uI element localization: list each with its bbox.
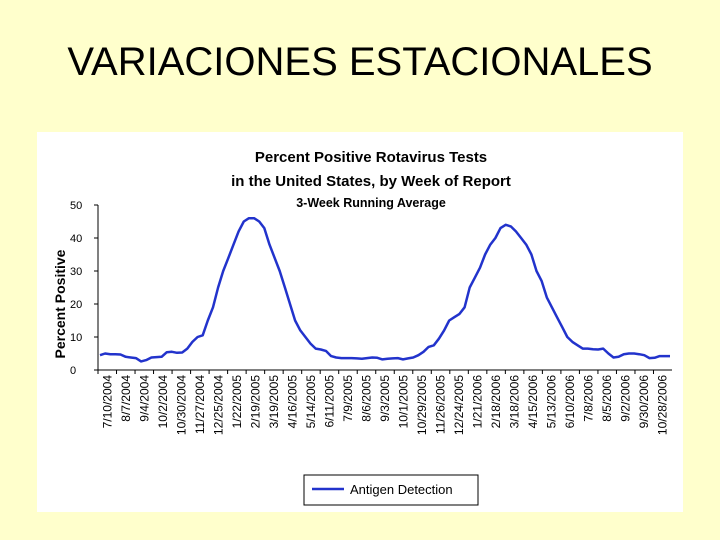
legend: Antigen Detection (303, 474, 479, 506)
y-tick-label: 10 (70, 332, 82, 344)
y-tick-label: 0 (70, 365, 76, 377)
x-tick-label: 6/11/2005 (322, 375, 336, 428)
chart-subtitle: 3-Week Running Average (296, 196, 446, 210)
x-tick-label: 11/27/2004 (193, 375, 207, 434)
x-tick-label: 10/1/2005 (397, 375, 411, 429)
x-ticks: 7/10/2004 8/7/2004 9/4/2004 10/2/2004 10/30/… (97, 370, 670, 435)
x-tick-label: 10/28/2006 (656, 375, 670, 435)
x-tick-label: 9/30/2006 (637, 375, 651, 429)
legend-label: Antigen Detection (350, 482, 453, 497)
x-tick-label: 8/5/2006 (600, 375, 614, 422)
x-tick-label: 3/19/2005 (267, 375, 281, 429)
x-tick-label: 12/24/2005 (452, 375, 466, 435)
y-tick-label: 40 (70, 233, 82, 245)
x-tick-label: 9/4/2004 (137, 375, 151, 422)
y-axis-label: Percent Positive (52, 249, 68, 358)
x-tick-label: 10/2/2004 (156, 375, 170, 429)
x-tick-label: 8/6/2005 (359, 375, 373, 422)
x-tick-label: 8/7/2004 (119, 375, 133, 422)
x-tick-label: 1/21/2006 (471, 375, 485, 429)
x-tick-label: 5/14/2005 (304, 375, 318, 429)
chart-title: Percent Positive Rotavirus Tests (255, 149, 487, 166)
x-tick-label: 6/10/2006 (563, 375, 577, 429)
x-tick-label: 3/18/2006 (508, 375, 522, 429)
x-tick-label: 4/16/2005 (285, 375, 299, 429)
chart-panel: Percent Positive Rotavirus Tests in the … (37, 132, 683, 512)
x-tick-label: 5/13/2006 (545, 375, 559, 429)
y-ticks: 0 10 20 30 40 50 (70, 200, 98, 377)
x-tick-label: 2/18/2006 (489, 375, 503, 429)
y-tick-label: 50 (70, 200, 82, 212)
series-layer (99, 216, 670, 363)
x-tick-label: 9/2/2006 (619, 375, 633, 422)
y-tick-label: 20 (70, 299, 82, 311)
x-tick-label: 7/9/2005 (341, 375, 355, 422)
series-line-antigen-detection (99, 216, 670, 363)
chart-title-line2: in the United States, by Week of Report (231, 173, 511, 190)
y-tick-label: 30 (70, 266, 82, 278)
x-tick-label: 1/22/2005 (230, 375, 244, 429)
x-tick-label: 12/25/2004 (211, 375, 225, 435)
x-tick-label: 4/15/2006 (526, 375, 540, 429)
x-tick-label: 9/3/2005 (378, 375, 392, 422)
x-tick-label: 10/29/2005 (415, 375, 429, 435)
x-tick-label: 7/10/2004 (100, 375, 114, 429)
x-tick-label: 2/19/2005 (248, 375, 262, 429)
x-tick-label: 10/30/2004 (174, 375, 188, 435)
x-tick-label: 11/26/2005 (434, 375, 448, 434)
rotavirus-line-chart: Percent Positive Rotavirus Tests in the … (52, 149, 672, 506)
x-tick-label: 7/8/2006 (582, 375, 596, 422)
slide-title: VARIACIONES ESTACIONALES (67, 40, 653, 84)
